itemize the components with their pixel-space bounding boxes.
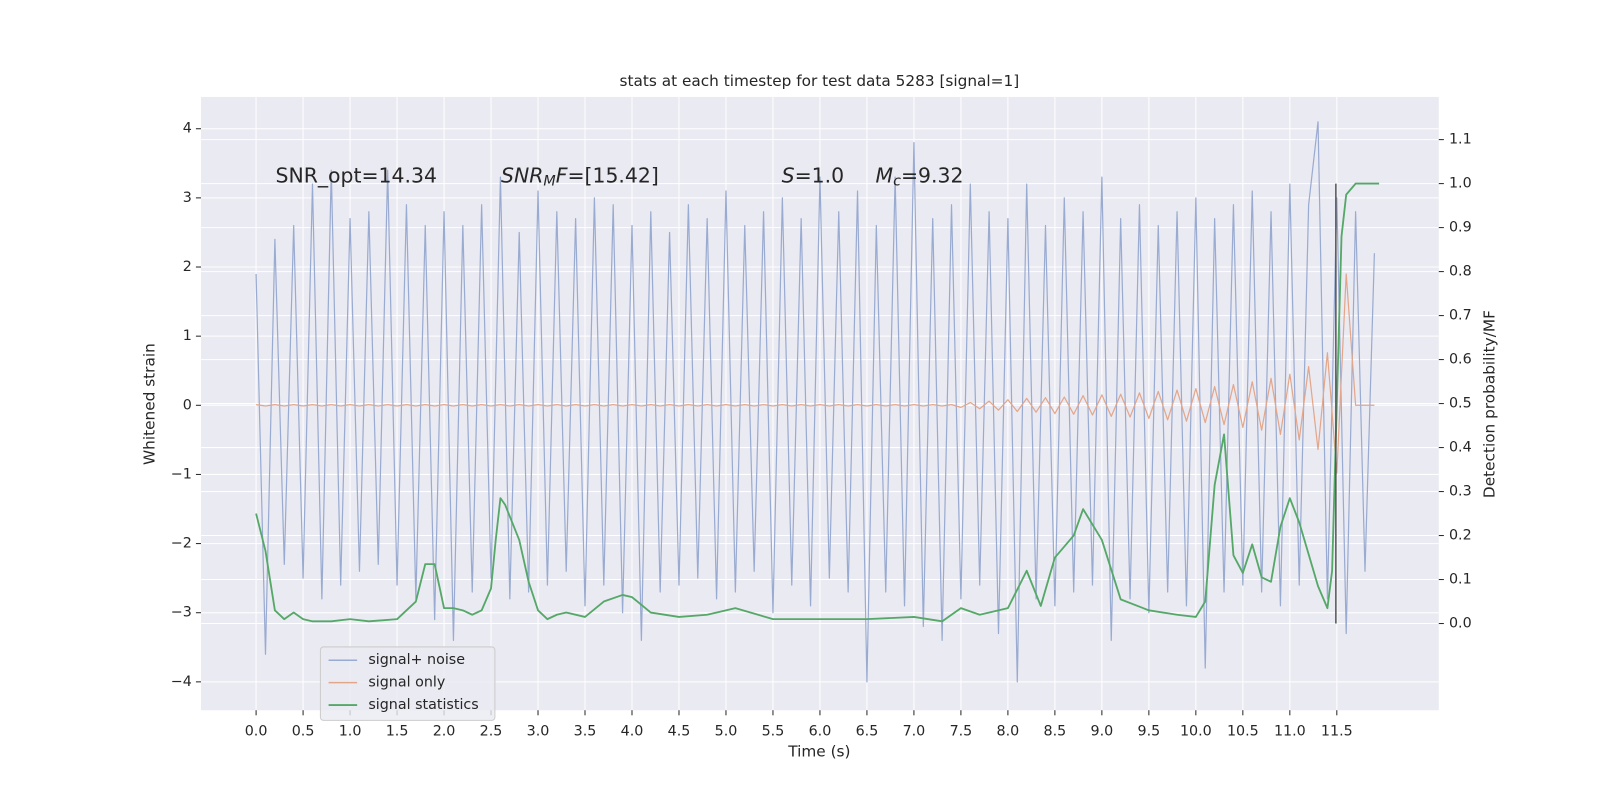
annotation: Mc=9.32 — [876, 164, 964, 190]
series-line — [255, 182, 1380, 623]
y-tick-label: 3 — [183, 190, 192, 206]
y2-tick-label: 0.6 — [1449, 352, 1472, 368]
y2-tick-label: 0.7 — [1449, 308, 1472, 324]
legend: signal+ noise signal only signal statistic… — [319, 646, 496, 721]
x-tick-label: 10.5 — [1227, 724, 1259, 740]
x-tick-label: 2.5 — [480, 724, 503, 740]
annotation-part: =1.0 — [795, 164, 845, 188]
x-tick-label: 6.0 — [809, 724, 832, 740]
series-line — [256, 273, 1375, 474]
y-tick-label: 2 — [183, 259, 192, 275]
legend-label: signal only — [368, 675, 445, 691]
annotation: S=1.0 — [782, 164, 844, 188]
annotation-part: SNR_opt=14.34 — [276, 164, 437, 189]
annotation-part: M — [876, 164, 894, 188]
x-tick-label: 8.5 — [1044, 724, 1067, 740]
x-tick-label: 2.0 — [433, 724, 456, 740]
x-tick-label: 11.0 — [1274, 724, 1306, 740]
x-tick-label: 11.5 — [1321, 724, 1353, 740]
annotation-part: =[15.42] — [567, 164, 658, 188]
x-tick-label: 3.5 — [574, 724, 597, 740]
x-tick-label: 9.5 — [1138, 724, 1161, 740]
y2-tick-label: 1.0 — [1449, 176, 1472, 192]
legend-box — [319, 646, 496, 721]
legend-label: signal statistics — [368, 697, 478, 713]
y-tick-label: 1 — [183, 328, 192, 344]
x-tick-label: 6.5 — [856, 724, 879, 740]
y-tick-label: 4 — [183, 121, 192, 137]
x-tick-label: 3.0 — [527, 724, 550, 740]
y-axis-label: Whitened strain — [141, 343, 159, 465]
chart-title: stats at each timestep for test data 528… — [620, 72, 1020, 90]
x-tick-label: 8.0 — [997, 724, 1020, 740]
y2-tick-label: 0.1 — [1449, 572, 1472, 588]
annotation-part: c — [893, 174, 901, 190]
y-tick-label: −1 — [171, 466, 192, 482]
x-tick-label: 9.0 — [1091, 724, 1114, 740]
x-axis-label: Time (s) — [787, 743, 850, 761]
x-tick-label: 0.5 — [292, 724, 315, 740]
y2-tick-label: 0.2 — [1449, 528, 1472, 544]
annotation-part: SNR — [501, 164, 543, 188]
y2-tick-label: 0.8 — [1449, 264, 1472, 280]
x-tick-label: 7.0 — [903, 724, 926, 740]
annotation-part: M — [543, 174, 555, 190]
x-tick-label: 1.5 — [386, 724, 409, 740]
y2-tick-label: 0.5 — [1449, 396, 1472, 412]
y2-tick-label: 0.9 — [1449, 220, 1472, 236]
x-tick-label: 7.5 — [950, 724, 973, 740]
annotation: SNRMF=[15.42] — [501, 164, 659, 190]
legend-label: signal+ noise — [368, 652, 465, 668]
y2-tick-label: 1.1 — [1449, 132, 1472, 148]
x-tick-label: 5.5 — [762, 724, 785, 740]
y-tick-label: −4 — [171, 674, 192, 690]
annotation-part: F — [556, 164, 568, 188]
x-tick-label: 1.0 — [339, 724, 362, 740]
series-line — [255, 121, 1376, 683]
y2-tick-label: 0.3 — [1449, 484, 1472, 500]
x-tick-label: 4.5 — [668, 724, 691, 740]
x-tick-label: 5.0 — [715, 724, 738, 740]
y2-axis-label: Detection probability/MF — [1480, 310, 1498, 498]
y-tick-label: −3 — [171, 605, 192, 621]
y2-tick-label: 0.0 — [1449, 616, 1472, 632]
annotation-part: S — [782, 164, 795, 188]
y-tick-label: 0 — [183, 397, 192, 413]
x-tick-label: 10.0 — [1180, 724, 1212, 740]
annotation: SNR_opt=14.34 — [276, 164, 437, 189]
y2-tick-label: 0.4 — [1449, 440, 1472, 456]
x-tick-label: 0.0 — [245, 724, 268, 740]
x-tick-label: 4.0 — [621, 724, 644, 740]
annotation-part: =9.32 — [901, 164, 964, 188]
y-tick-label: −2 — [171, 536, 192, 552]
